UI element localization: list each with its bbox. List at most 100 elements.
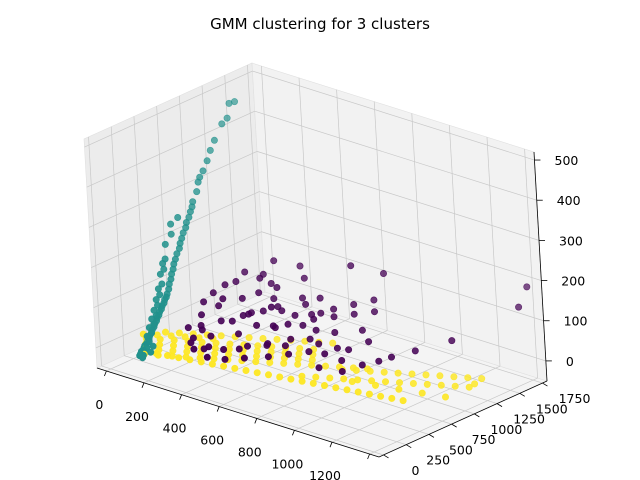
scatter-point-series-0 <box>200 345 208 353</box>
scatter-point-series-2 <box>280 359 288 367</box>
scatter-point-series-0 <box>321 350 329 358</box>
scatter-point-series-2 <box>348 377 356 385</box>
y-gridline-left <box>110 126 125 356</box>
scatter-point-series-0 <box>300 274 308 282</box>
z-gridline-left <box>88 151 258 228</box>
y-gridline-floor <box>124 355 407 446</box>
y-tick-mark <box>542 382 548 387</box>
scatter-point-series-0 <box>220 345 228 353</box>
scatter-point-series-1 <box>167 220 175 228</box>
y-tick-mark <box>451 423 457 428</box>
scatter-point-series-2 <box>388 394 396 402</box>
scatter-point-series-0 <box>370 308 378 316</box>
x-gridline-floor <box>219 330 388 407</box>
y-gridline-floor <box>192 324 475 415</box>
scatter-point-series-0 <box>244 342 252 350</box>
scatter-point-series-0 <box>184 324 192 332</box>
scatter-point-series-0 <box>209 289 217 297</box>
x-tick-mark <box>141 382 145 388</box>
scatter-point-series-2 <box>164 351 172 359</box>
scatter-point-series-0 <box>263 341 271 349</box>
y-gridline-floor <box>101 365 384 456</box>
scatter-point-series-1 <box>206 146 214 154</box>
scatter-point-series-0 <box>306 335 314 343</box>
scatter-point-series-2 <box>186 356 194 364</box>
scatter-point-series-0 <box>219 295 227 303</box>
scatter-point-series-0 <box>198 311 206 319</box>
scatter-point-series-0 <box>200 298 208 306</box>
y-tick-mark <box>496 403 503 407</box>
chart-title: GMM clustering for 3 clusters <box>210 15 430 33</box>
z-gridline-left <box>93 231 262 309</box>
scatter-point-series-0 <box>278 307 286 315</box>
scatter-point-series-0 <box>315 364 323 372</box>
scatter-point-series-2 <box>329 339 337 347</box>
scatter-point-series-0 <box>411 347 419 355</box>
scatter-point-series-0 <box>316 294 324 302</box>
scatter-point-series-2 <box>465 383 473 391</box>
scatter-point-series-2 <box>380 368 388 376</box>
scatter-point-series-0 <box>284 320 292 328</box>
scatter-point-series-2 <box>154 351 162 359</box>
scatter-point-series-2 <box>409 379 417 387</box>
scatter-point-series-0 <box>338 356 346 364</box>
scatter-point-series-2 <box>175 354 183 362</box>
scatter-point-series-0 <box>270 257 278 265</box>
scatter-point-series-0 <box>221 281 229 289</box>
scatter-point-series-2 <box>264 371 272 379</box>
scatter-point-series-0 <box>350 310 358 318</box>
z-axis-line <box>533 151 548 382</box>
scatter-point-series-1 <box>160 265 168 273</box>
scatter-point-series-2 <box>298 377 306 385</box>
scatter-point-series-0 <box>203 353 211 361</box>
y-gridline-floor <box>260 293 543 384</box>
tick-marks <box>104 159 552 460</box>
scatter-point-series-0 <box>317 309 325 317</box>
x-tick-mark <box>254 418 258 424</box>
scatter-point-series-1 <box>210 136 218 144</box>
y-tick-label: 1500 <box>536 401 568 416</box>
scatter-point-series-0 <box>338 367 346 375</box>
y-gridline-floor <box>237 303 520 394</box>
scatter-point-series-0 <box>281 342 289 350</box>
scatter-point-series-0 <box>267 279 275 287</box>
scatter-point-series-2 <box>418 389 426 397</box>
scatter-point-series-2 <box>326 374 334 382</box>
scatter-point-series-1 <box>174 214 182 222</box>
scatter-point-series-1 <box>218 120 226 128</box>
scatter-point-series-0 <box>245 310 253 318</box>
x-gridline-back <box>336 89 350 319</box>
scatter-point-series-0 <box>190 345 198 353</box>
y-gridline-left <box>179 95 193 325</box>
y-tick-mark <box>474 413 480 418</box>
x-gridline-floor <box>294 353 463 431</box>
x-gridline-floor <box>369 377 538 455</box>
gridlines <box>84 65 546 456</box>
scatter-point-series-0 <box>330 313 338 321</box>
x-gridline-back <box>449 125 463 355</box>
z-gridline-back <box>261 231 544 322</box>
scatter-point-series-1 <box>145 338 153 346</box>
scatter-point-series-2 <box>231 364 239 372</box>
scatter-point-series-2 <box>162 328 170 336</box>
scatter-point-series-1 <box>152 296 160 304</box>
scatter-point-series-1 <box>156 291 164 299</box>
y-gridline-left <box>201 85 216 315</box>
scatter-point-series-2 <box>471 380 479 388</box>
scatter-point-series-2 <box>451 382 459 390</box>
scatter-point-series-0 <box>515 303 523 311</box>
scatter-point-series-2 <box>436 372 444 380</box>
z-gridline-back <box>256 151 540 241</box>
scatter-point-series-2 <box>242 366 250 374</box>
scatter-point-series-0 <box>375 357 383 365</box>
scatter-point-series-0 <box>387 353 395 361</box>
scatter-point-series-2 <box>197 358 205 366</box>
y-tick-label: 1000 <box>490 422 522 437</box>
scatter-point-series-2 <box>395 385 403 393</box>
scatter-point-series-0 <box>256 274 264 282</box>
scatter-point-series-2 <box>308 361 316 369</box>
scatter-point-series-0 <box>285 350 293 358</box>
scatter-point-series-1 <box>156 270 164 278</box>
